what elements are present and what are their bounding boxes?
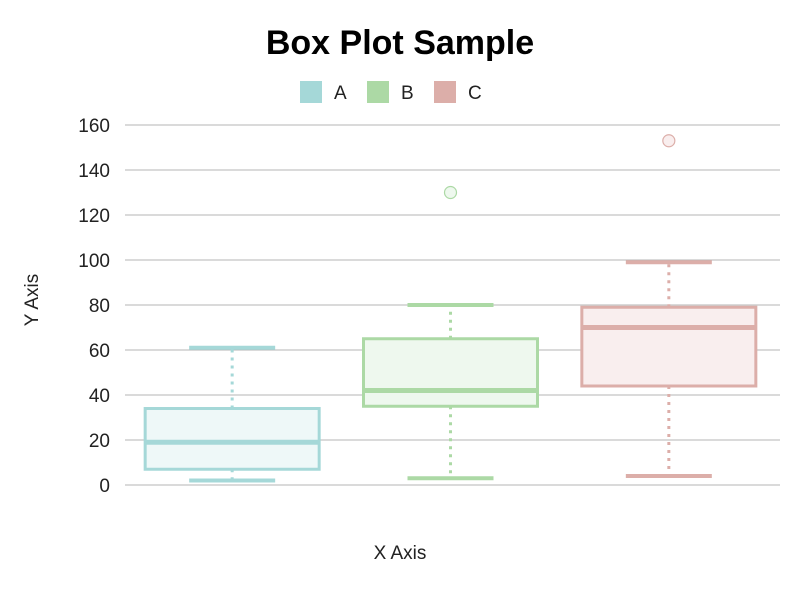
x-axis-label: X Axis [374, 543, 427, 564]
box-b [362, 185, 539, 481]
legend-swatch-b [367, 81, 389, 103]
iqr-box [143, 407, 321, 471]
boxes [143, 134, 758, 483]
iqr-box [362, 337, 539, 408]
box-a [143, 345, 321, 483]
outlier-point [662, 134, 676, 148]
y-tick-label: 40 [89, 386, 110, 407]
y-tick-label: 20 [89, 431, 110, 452]
outlier-point [443, 185, 458, 200]
legend-label-c: C [468, 83, 482, 104]
legend: A B C [300, 81, 482, 104]
y-axis-label: Y Axis [22, 274, 43, 326]
y-tick-label: 0 [99, 476, 110, 497]
y-tick-label: 140 [78, 161, 110, 182]
y-tick-label: 100 [78, 251, 110, 272]
y-tick-label: 60 [89, 341, 110, 362]
y-tick-label: 80 [89, 296, 110, 317]
y-axis-ticks: 0 20 40 60 80 100 120 140 160 [78, 116, 110, 497]
legend-label-b: B [401, 83, 414, 104]
legend-swatch-c [434, 81, 456, 103]
legend-label-a: A [334, 83, 347, 104]
chart-title: Box Plot Sample [266, 24, 534, 62]
y-tick-label: 160 [78, 116, 110, 137]
box-c [580, 134, 758, 478]
iqr-box [580, 305, 758, 388]
y-tick-label: 120 [78, 206, 110, 227]
legend-swatch-a [300, 81, 322, 103]
